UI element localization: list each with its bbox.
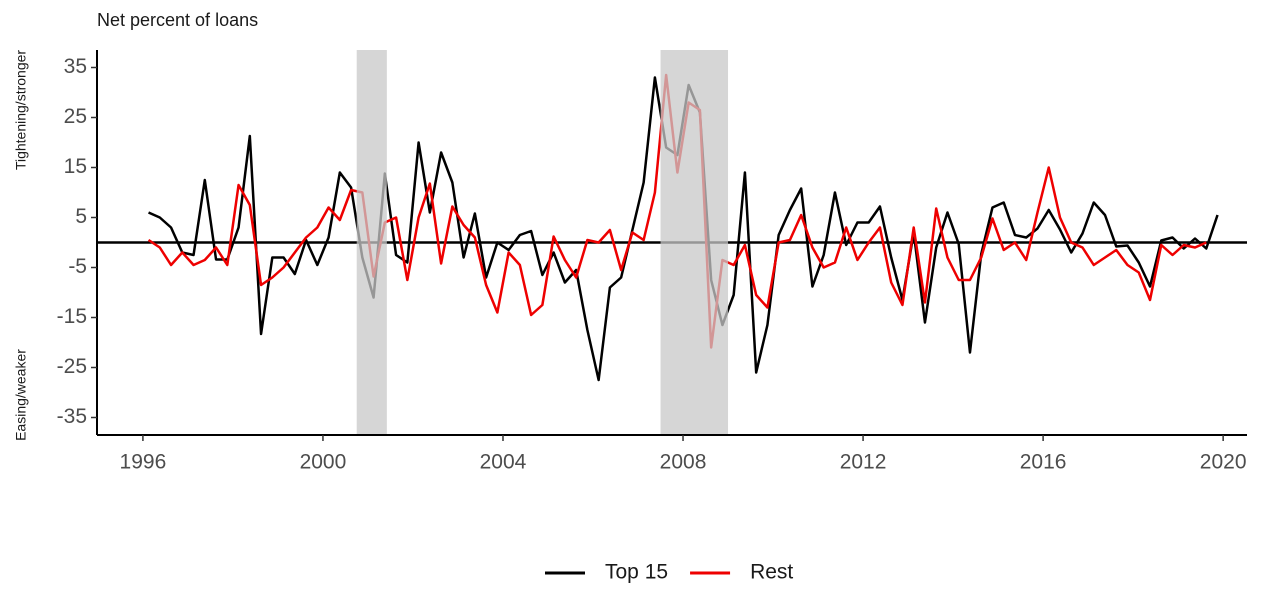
recession-band <box>660 50 729 434</box>
y-tick-label: -25 <box>57 355 87 378</box>
x-tick-label: 2020 <box>1200 451 1247 474</box>
y-tick-label: 35 <box>64 55 87 78</box>
y-tick-label: -35 <box>57 405 87 428</box>
y-tick-label: -15 <box>57 305 87 328</box>
y-tick-label: -5 <box>68 255 87 278</box>
x-tick-label: 2000 <box>300 451 347 474</box>
x-tick-label: 2004 <box>480 451 527 474</box>
x-tick-label: 2008 <box>660 451 707 474</box>
legend-label: Rest <box>750 561 793 584</box>
recession-band <box>356 50 387 434</box>
y-tick-label: 25 <box>64 105 87 128</box>
chart-title: Net percent of loans <box>97 10 258 30</box>
x-tick-label: 2016 <box>1020 451 1067 474</box>
y-tick-label: 15 <box>64 155 87 178</box>
x-tick-label: 2012 <box>840 451 887 474</box>
y-tick-label: 5 <box>75 205 87 228</box>
y-label-bottom: Easing/weaker <box>13 349 29 441</box>
x-tick-label: 1996 <box>120 451 167 474</box>
legend-label: Top 15 <box>605 561 668 584</box>
y-label-top: Tightening/stronger <box>13 50 29 170</box>
